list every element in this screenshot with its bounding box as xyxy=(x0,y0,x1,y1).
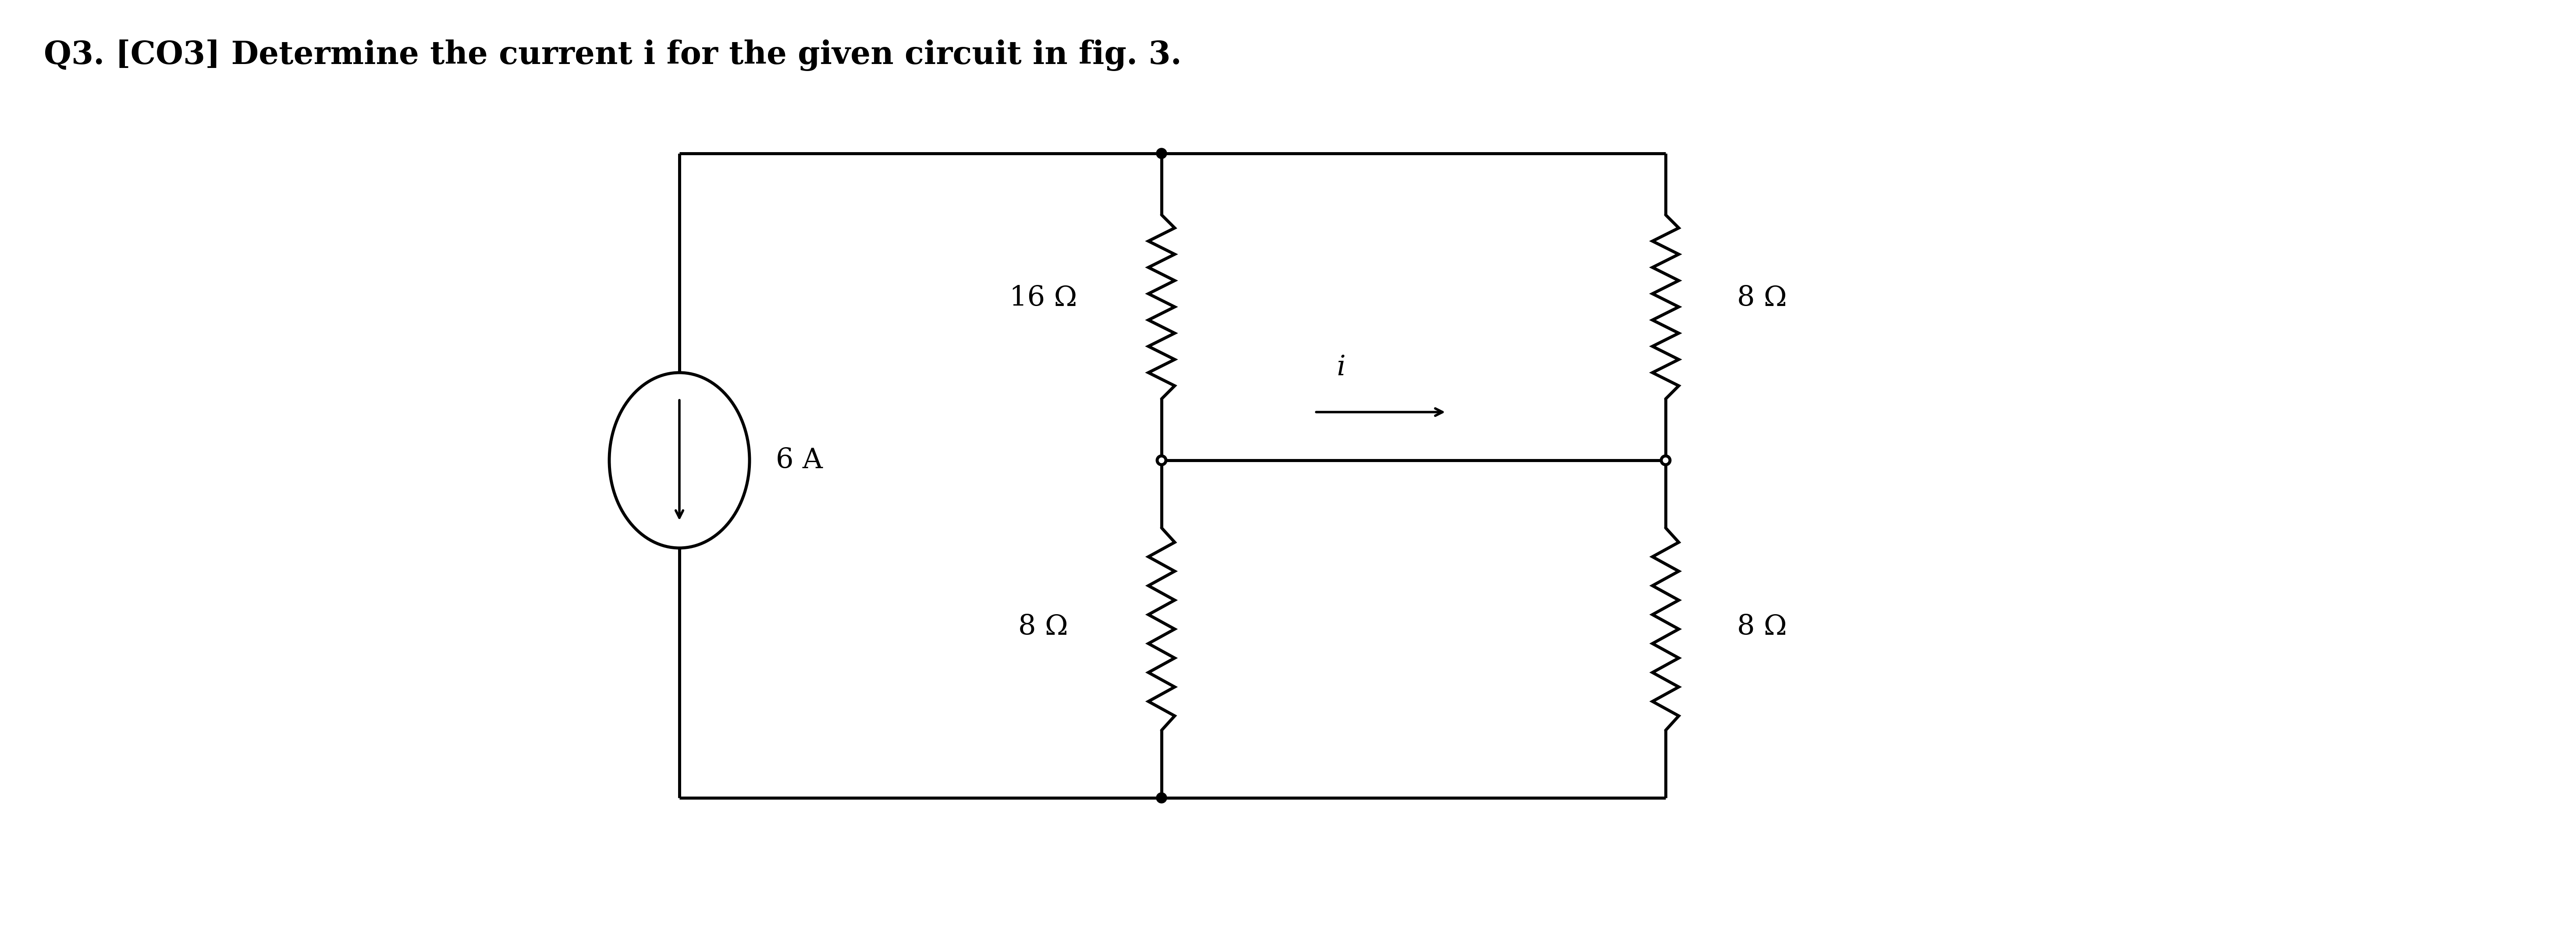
Text: 8 Ω: 8 Ω xyxy=(1736,613,1788,640)
Circle shape xyxy=(1157,456,1167,464)
Text: 8 Ω: 8 Ω xyxy=(1018,613,1069,640)
Text: 6 A: 6 A xyxy=(775,447,822,474)
Text: i: i xyxy=(1337,354,1345,381)
Circle shape xyxy=(1157,148,1167,159)
Text: 16 Ω: 16 Ω xyxy=(1010,285,1077,312)
Text: 8 Ω: 8 Ω xyxy=(1736,285,1788,312)
Circle shape xyxy=(1662,456,1669,464)
Text: Q3. [CO3] Determine the current i for the given circuit in fig. 3.: Q3. [CO3] Determine the current i for th… xyxy=(44,40,1182,71)
Circle shape xyxy=(1157,793,1167,803)
